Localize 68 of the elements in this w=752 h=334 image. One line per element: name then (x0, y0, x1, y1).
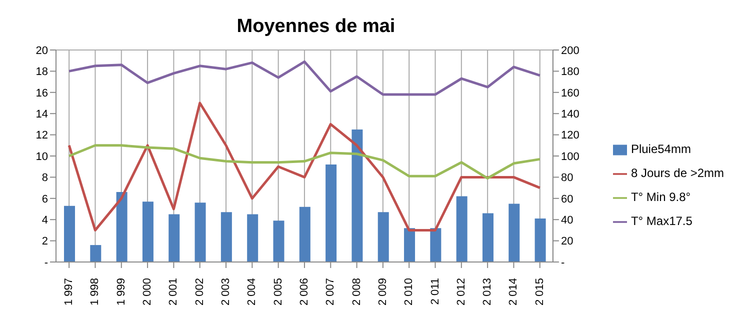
x-tick-label: 1 997 (63, 278, 76, 306)
y2-tick-label: 60 (560, 193, 574, 206)
bar (194, 202, 206, 262)
bar (168, 214, 180, 262)
bar (508, 204, 520, 262)
legend-label: T° Min 9.8° (630, 190, 691, 204)
bar (404, 228, 416, 262)
legend-label: 8 Jours de >2mm (630, 166, 724, 180)
bar (273, 220, 284, 262)
y-tick-label: 8 (42, 172, 48, 184)
y2-tick-label: 100 (560, 150, 580, 163)
x-tick-label: 1 998 (89, 278, 102, 306)
x-tick-label: 2 014 (508, 278, 520, 306)
legend-label: T° Max17.5 (630, 214, 692, 228)
line-series (68, 144, 542, 180)
y2-tick-label: 180 (560, 66, 580, 78)
x-tick-label: 2 009 (376, 278, 389, 306)
x-tick-label: 2 006 (298, 278, 310, 306)
chart-title: Moyennes de mai (236, 15, 396, 39)
line-series (68, 102, 542, 232)
bar (116, 192, 128, 262)
x-tick-label: 2 005 (272, 278, 284, 306)
x-tick-label: 2 012 (455, 278, 468, 306)
y2-tick-label: 160 (560, 87, 580, 100)
x-tick-label: 2 013 (482, 278, 494, 306)
bar (299, 206, 310, 262)
y-tick-label: 16 (36, 87, 48, 100)
x-tick-label: 2 007 (324, 278, 337, 306)
y-tick-label: 14 (36, 108, 48, 121)
legend-label: Pluie54mm (630, 142, 691, 156)
x-tick-label: 2 008 (350, 278, 363, 306)
x-tick-label: 2 011 (429, 278, 442, 305)
x-tick-label: 2 003 (220, 278, 232, 306)
bar (378, 212, 389, 262)
x-tick-label: 1 999 (115, 278, 128, 306)
y-tick-label: 12 (36, 130, 48, 142)
y2-tick-label: - (560, 256, 565, 269)
bar (534, 218, 546, 262)
y-tick-label: 4 (42, 214, 48, 227)
bar (456, 196, 468, 262)
y-tick-label: 2 (42, 236, 48, 248)
line-series (68, 60, 542, 96)
bar (247, 214, 258, 262)
y-tick-label: - (44, 256, 48, 269)
bar (142, 202, 154, 262)
bar (90, 245, 102, 262)
y2-tick-label: 40 (560, 214, 574, 227)
bar (64, 206, 75, 262)
y-tick-label: 6 (42, 193, 48, 206)
bar (326, 164, 337, 262)
y2-tick-label: 120 (560, 130, 580, 142)
bar (482, 213, 494, 262)
x-tick-label: 2 015 (534, 278, 546, 306)
bar (352, 130, 363, 262)
y-tick-label: 20 (36, 44, 48, 57)
bar (430, 228, 442, 262)
y-tick-label: 10 (36, 150, 48, 163)
x-tick-label: 2 001 (168, 278, 180, 306)
y2-tick-label: 20 (560, 236, 574, 248)
x-tick-label: 2 000 (142, 278, 154, 306)
x-tick-label: 2 004 (246, 278, 258, 306)
x-tick-label: 2 002 (194, 278, 206, 306)
y2-tick-label: 200 (560, 44, 580, 57)
x-tick-label: 2 010 (403, 278, 416, 306)
y2-tick-label: 80 (560, 172, 574, 184)
y-tick-label: 18 (36, 66, 48, 78)
y2-tick-label: 140 (560, 108, 580, 121)
bar (220, 212, 232, 262)
